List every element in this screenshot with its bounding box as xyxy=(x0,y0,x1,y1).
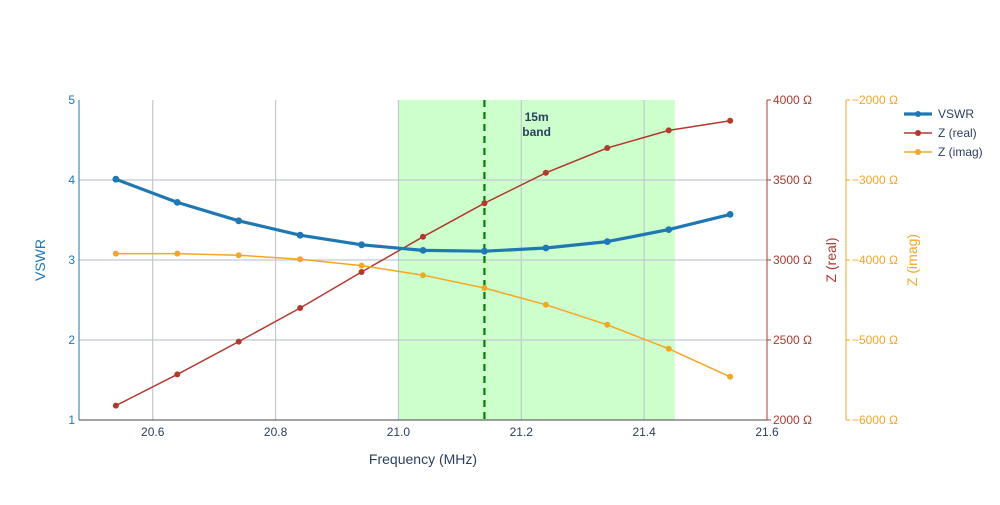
series-lines xyxy=(112,117,734,409)
zreal-tick-label: 4000 Ω xyxy=(773,93,812,107)
legend-item-zreal[interactable]: Z (real) xyxy=(904,126,977,140)
series-zimag xyxy=(112,250,734,380)
series-vswr xyxy=(112,175,734,255)
vswr-tick-label: 5 xyxy=(68,93,75,107)
zreal-point xyxy=(297,305,304,311)
zimag-tick-label: −6000 Ω xyxy=(852,413,898,427)
vswr-point xyxy=(542,244,550,252)
axes: 20.6 20.8 21.0 21.2 21.4 21.6 1 2 3 4 5 VSWR 2000 Ω 2… xyxy=(32,93,920,439)
legend-swatch-marker xyxy=(915,130,921,136)
vswr-point xyxy=(665,226,673,234)
x-tick-label: 21.4 xyxy=(632,425,656,439)
zreal-point xyxy=(542,169,549,176)
zimag-tick-label: −2000 Ω xyxy=(852,93,898,107)
zreal-point xyxy=(727,117,734,124)
zimag-point xyxy=(481,285,488,291)
zimag-point xyxy=(727,373,734,380)
vswr-point xyxy=(726,211,734,218)
zimag-point xyxy=(542,301,549,308)
vswr-point xyxy=(112,175,120,183)
x-tick-label: 20.6 xyxy=(141,425,165,439)
vswr-tick-label: 3 xyxy=(68,253,75,267)
zimag-point xyxy=(297,256,304,263)
vswr-point xyxy=(419,247,427,254)
zreal-point xyxy=(604,145,611,151)
zreal-point xyxy=(420,233,426,240)
band-label-line2: band xyxy=(522,125,551,139)
legend-swatch-marker xyxy=(915,149,921,155)
zreal-tick-label: 3000 Ω xyxy=(773,253,812,267)
zimag-point xyxy=(665,345,672,352)
zimag-point xyxy=(235,252,242,259)
zreal-point xyxy=(358,269,365,275)
legend[interactable]: VSWR Z (real) Z (imag) xyxy=(904,107,983,159)
zreal-point xyxy=(174,371,181,378)
zreal-point xyxy=(481,200,488,207)
legend-item-zimag[interactable]: Z (imag) xyxy=(904,145,983,159)
vswr-point xyxy=(481,247,488,255)
zimag-point xyxy=(112,250,119,257)
x-tick-label: 20.8 xyxy=(264,425,288,439)
zimag-axis-label: Z (imag) xyxy=(904,234,920,286)
vswr-tick-label: 2 xyxy=(68,333,75,347)
legend-label: VSWR xyxy=(938,107,974,121)
series-zreal xyxy=(112,117,734,409)
vswr-point xyxy=(296,231,304,239)
zimag-point xyxy=(604,321,611,328)
zimag-tick-label: −4000 Ω xyxy=(852,253,898,267)
vswr-tick-label: 4 xyxy=(68,173,75,187)
band-label-line1: 15m xyxy=(525,110,549,124)
x-tick-label: 21.6 xyxy=(755,425,779,439)
zimag-tick-label: −3000 Ω xyxy=(852,173,898,187)
zreal-point xyxy=(665,127,672,134)
vswr-point xyxy=(603,238,611,246)
vswr-tick-label: 1 xyxy=(68,413,75,427)
grid-lines xyxy=(79,100,767,420)
zreal-point xyxy=(112,402,119,409)
x-axis-label: Frequency (MHz) xyxy=(369,451,477,467)
vswr-point xyxy=(358,241,365,249)
legend-swatch-marker xyxy=(915,111,921,117)
legend-label: Z (imag) xyxy=(938,145,983,159)
vswr-point xyxy=(173,199,181,206)
x-tick-label: 21.2 xyxy=(510,425,534,439)
zreal-axis-label: Z (real) xyxy=(823,237,839,282)
zimag-tick-label: −5000 Ω xyxy=(852,333,898,347)
zimag-point xyxy=(174,250,181,257)
zreal-tick-label: 2000 Ω xyxy=(773,413,812,427)
legend-item-vswr[interactable]: VSWR xyxy=(904,107,974,121)
zreal-tick-label: 3500 Ω xyxy=(773,173,812,187)
zreal-point xyxy=(235,338,242,345)
zimag-point xyxy=(420,272,426,279)
x-tick-label: 21.0 xyxy=(387,425,411,439)
zreal-tick-label: 2500 Ω xyxy=(773,333,812,347)
vswr-point xyxy=(235,217,243,225)
vswr-axis-label: VSWR xyxy=(32,239,48,281)
legend-label: Z (real) xyxy=(938,126,977,140)
zimag-point xyxy=(358,262,365,269)
